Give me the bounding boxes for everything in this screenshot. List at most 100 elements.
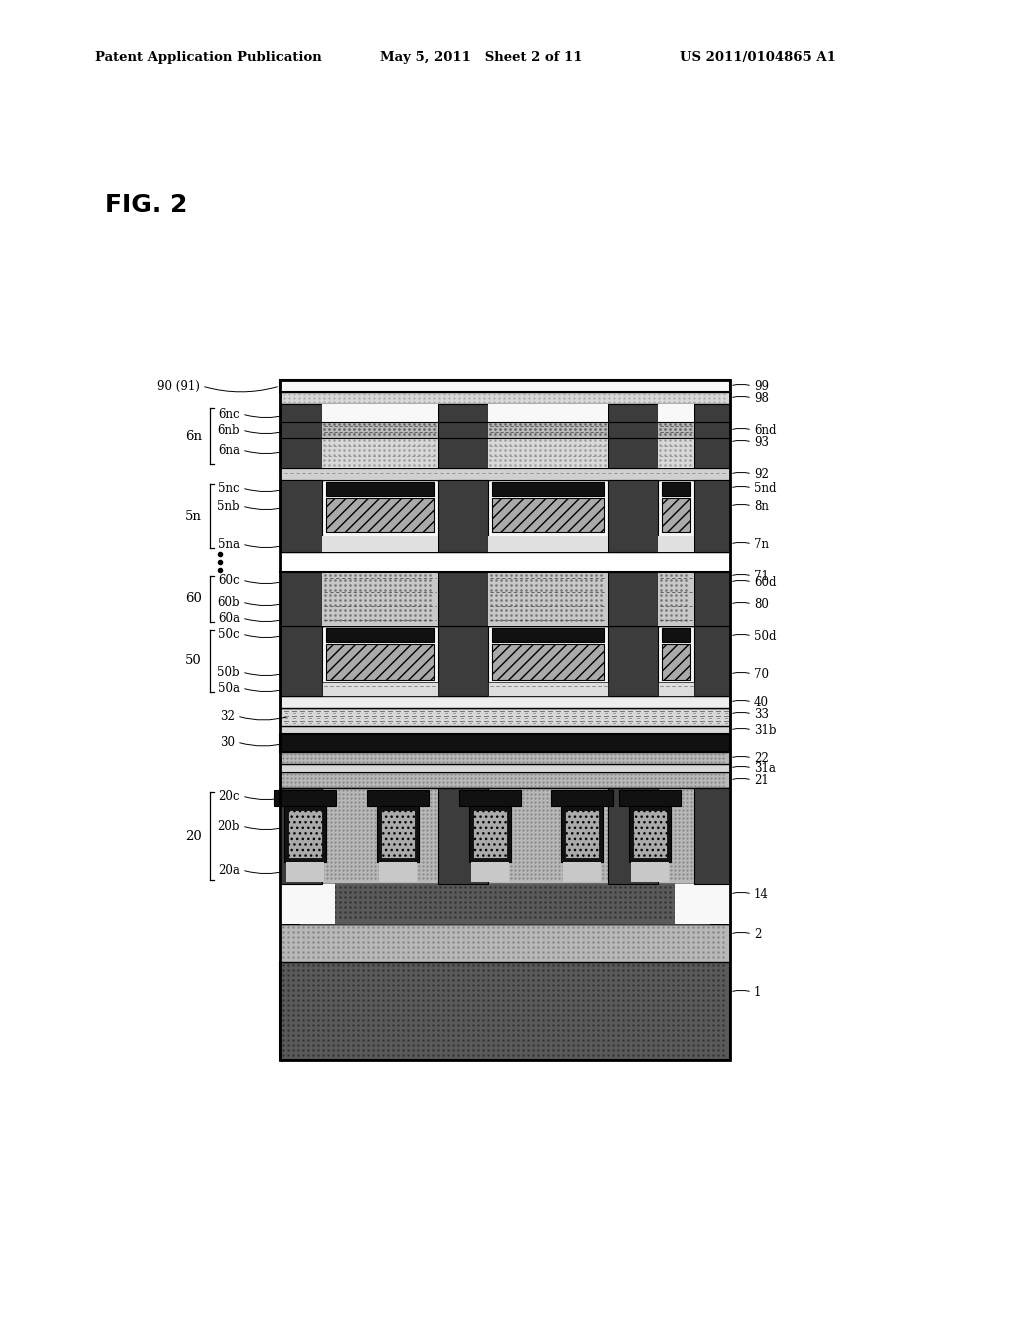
Text: 14: 14	[754, 887, 769, 900]
Bar	[280, 404, 730, 469]
Bar	[492, 482, 604, 496]
Bar	[658, 404, 694, 422]
Text: 8n: 8n	[754, 499, 769, 512]
Text: 60: 60	[185, 593, 202, 606]
Bar	[658, 682, 694, 696]
Bar	[694, 626, 730, 696]
Bar	[322, 682, 438, 696]
Bar	[471, 862, 509, 882]
Bar	[633, 810, 667, 858]
Bar	[608, 572, 658, 626]
Polygon shape	[300, 884, 710, 924]
Text: 6na: 6na	[218, 444, 240, 457]
Text: 71: 71	[754, 569, 769, 582]
Bar	[608, 626, 658, 696]
Bar	[488, 438, 608, 469]
Bar	[658, 572, 694, 626]
Bar	[322, 536, 438, 552]
Bar	[658, 536, 694, 552]
Bar	[488, 572, 608, 626]
Bar	[322, 572, 438, 626]
Text: 60d: 60d	[754, 576, 776, 589]
Text: 20a: 20a	[218, 863, 240, 876]
Bar	[280, 696, 730, 708]
Bar	[280, 884, 730, 924]
Text: 70: 70	[754, 668, 769, 681]
Text: 31b: 31b	[754, 723, 776, 737]
Bar	[280, 772, 730, 788]
Bar	[608, 480, 658, 552]
Bar	[326, 498, 434, 532]
Bar	[381, 810, 415, 858]
Text: US 2011/0104865 A1: US 2011/0104865 A1	[680, 51, 836, 65]
Text: 2: 2	[754, 928, 762, 940]
Text: 50a: 50a	[218, 681, 240, 694]
Bar	[326, 644, 434, 680]
Text: 6nd: 6nd	[754, 424, 776, 437]
Bar	[286, 862, 324, 882]
Bar	[280, 924, 730, 962]
Bar	[492, 498, 604, 532]
Bar	[280, 626, 322, 696]
Bar	[492, 628, 604, 642]
Text: 60b: 60b	[217, 595, 240, 609]
Text: 7n: 7n	[754, 537, 769, 550]
Text: 6nb: 6nb	[217, 424, 240, 437]
Bar	[274, 789, 336, 807]
Text: 6n: 6n	[185, 429, 202, 442]
Bar	[280, 962, 730, 1060]
Text: 80: 80	[754, 598, 769, 610]
Bar	[561, 807, 603, 862]
Text: Patent Application Publication: Patent Application Publication	[95, 51, 322, 65]
Text: 5nd: 5nd	[754, 482, 776, 495]
Bar	[675, 884, 730, 924]
Text: 33: 33	[754, 708, 769, 721]
Text: 90 (91): 90 (91)	[157, 380, 200, 392]
Bar	[658, 422, 694, 438]
Bar	[280, 380, 730, 1060]
Text: 50c: 50c	[218, 627, 240, 640]
Text: 99: 99	[754, 380, 769, 392]
Text: 5nb: 5nb	[217, 499, 240, 512]
Bar	[488, 682, 608, 696]
Bar	[322, 438, 438, 469]
Bar	[280, 404, 322, 469]
Bar	[379, 862, 417, 882]
Bar	[492, 644, 604, 680]
Bar	[488, 422, 608, 438]
Bar	[658, 438, 694, 469]
Text: 1: 1	[754, 986, 762, 998]
Bar	[280, 572, 322, 626]
Bar	[367, 789, 429, 807]
Bar	[280, 764, 730, 772]
Bar	[694, 572, 730, 626]
Bar	[631, 862, 669, 882]
Bar	[438, 572, 488, 626]
Bar	[280, 480, 322, 552]
Bar	[280, 626, 730, 696]
Text: 5n: 5n	[185, 510, 202, 523]
Bar	[469, 807, 511, 862]
Bar	[608, 404, 658, 469]
Bar	[280, 788, 322, 884]
Text: 50b: 50b	[217, 665, 240, 678]
Bar	[280, 734, 730, 752]
Text: 93: 93	[754, 436, 769, 449]
Bar	[280, 392, 730, 404]
Bar	[280, 480, 730, 552]
Bar	[326, 482, 434, 496]
Bar	[322, 422, 438, 438]
Bar	[280, 708, 730, 726]
Text: 31a: 31a	[754, 762, 776, 775]
Text: 20: 20	[185, 829, 202, 842]
Bar	[629, 807, 671, 862]
Bar	[280, 752, 730, 764]
Text: 32: 32	[220, 710, 234, 722]
Text: FIG. 2: FIG. 2	[105, 193, 187, 216]
Text: 92: 92	[754, 467, 769, 480]
Text: 30: 30	[220, 735, 234, 748]
Bar	[377, 807, 419, 862]
Bar	[551, 789, 613, 807]
Bar	[280, 469, 730, 480]
Bar	[280, 726, 730, 734]
